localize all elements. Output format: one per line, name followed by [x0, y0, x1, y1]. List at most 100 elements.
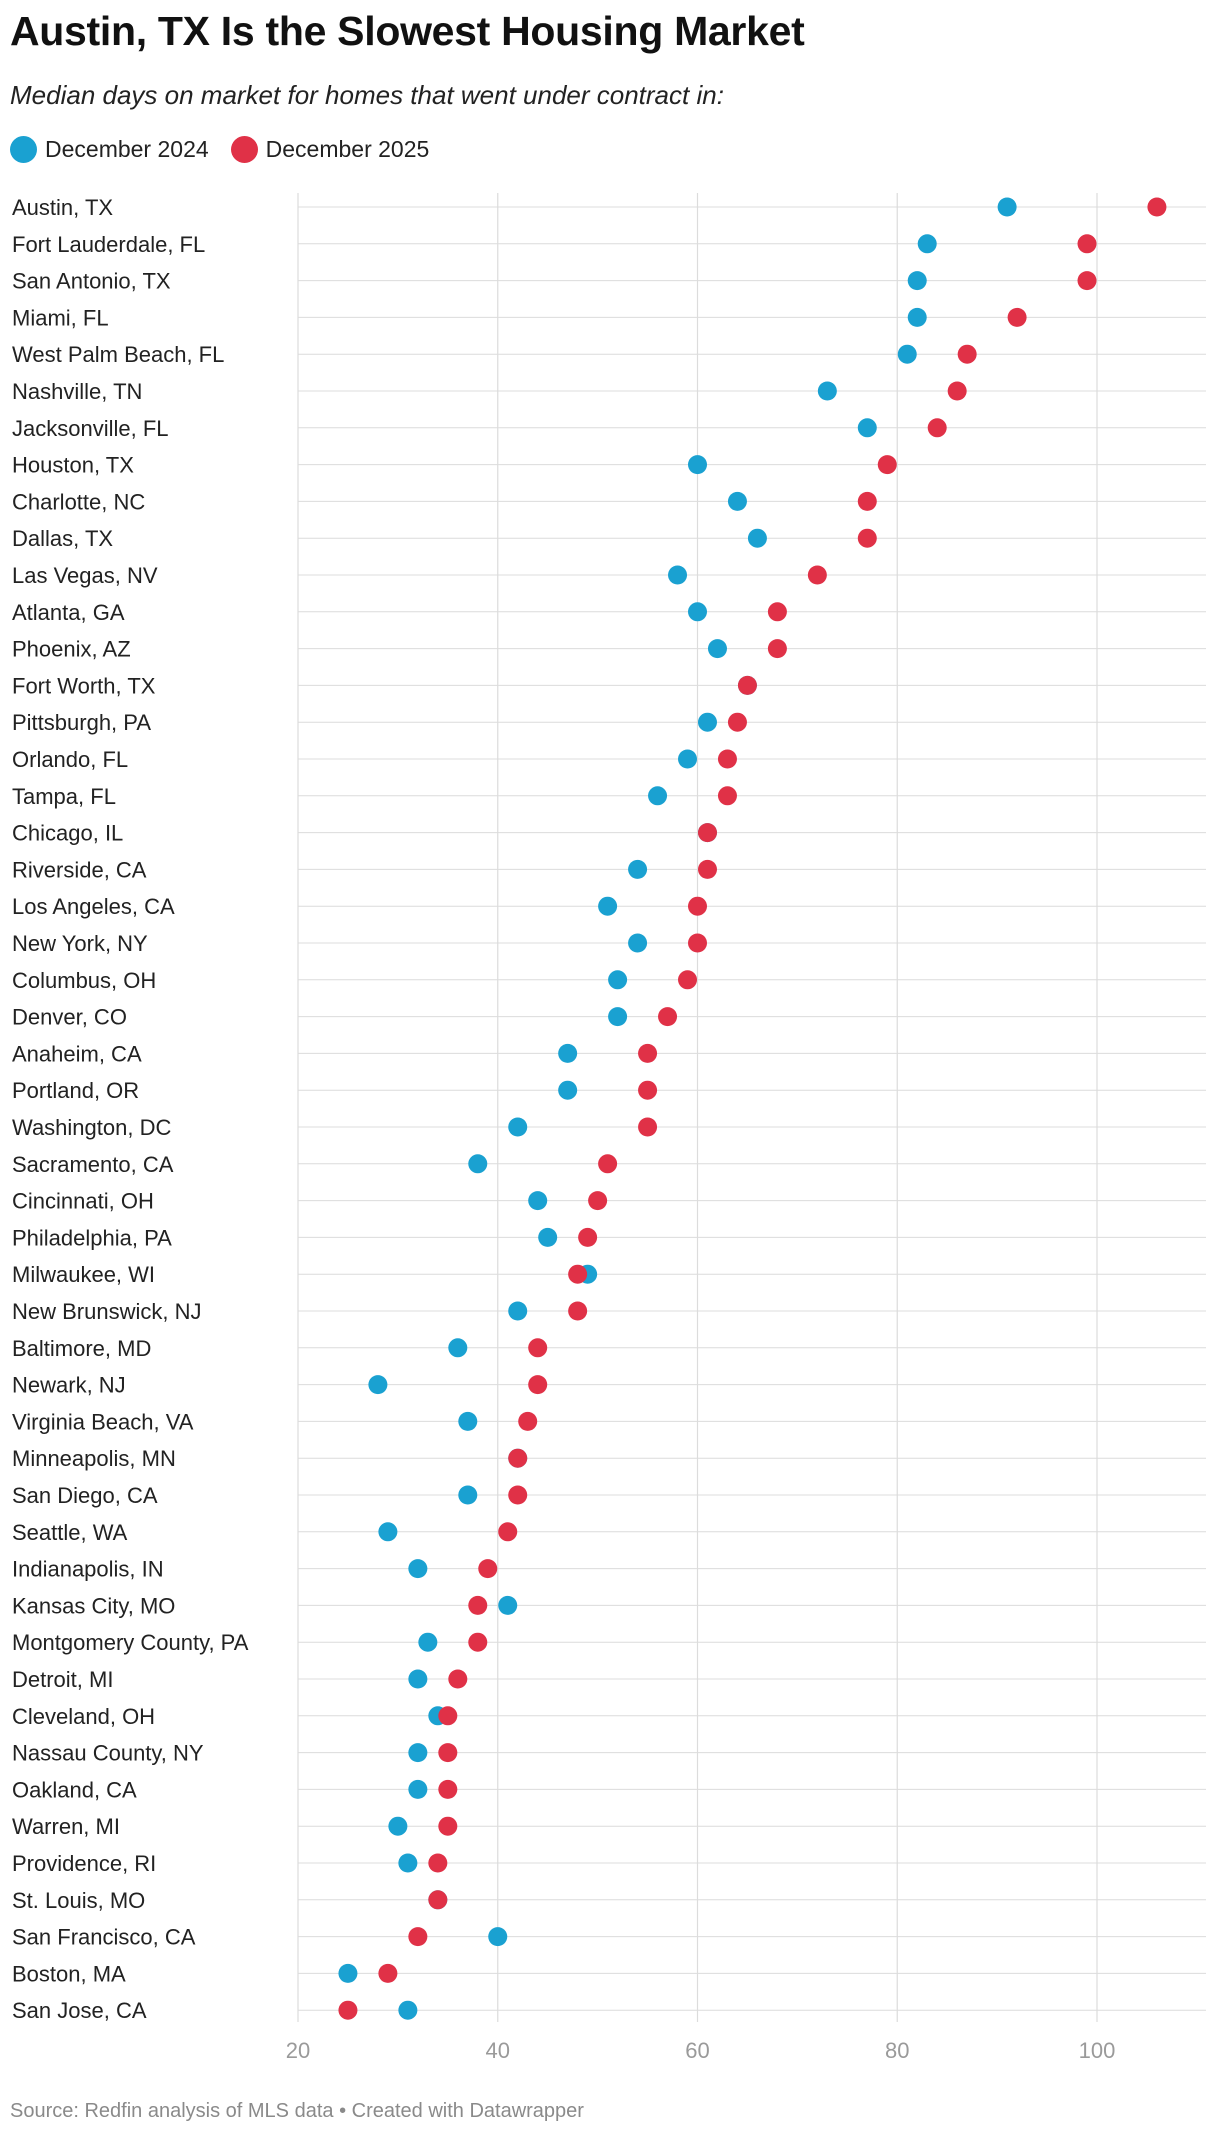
- dot-dec-2025: [468, 1595, 488, 1615]
- dot-dec-2024: [997, 197, 1017, 217]
- dot-dec-2024: [628, 933, 648, 953]
- dot-dec-2025: [378, 1963, 398, 1983]
- dot-dec-2025: [588, 1191, 608, 1211]
- dot-dec-2024: [608, 970, 628, 990]
- dot-dec-2024: [558, 1080, 578, 1100]
- dot-dec-2024: [398, 1853, 418, 1873]
- category-label: San Antonio, TX: [12, 269, 171, 294]
- x-tick-label: 80: [885, 2038, 909, 2063]
- category-label: Pittsburgh, PA: [12, 710, 151, 735]
- category-label: Atlanta, GA: [12, 600, 125, 625]
- dot-dec-2024: [408, 1779, 428, 1799]
- dot-dec-2025: [737, 675, 757, 695]
- category-label: Jacksonville, FL: [12, 416, 169, 441]
- dot-dec-2024: [697, 712, 717, 732]
- dot-dec-2025: [528, 1375, 548, 1395]
- category-label: Minneapolis, MN: [12, 1446, 176, 1471]
- dot-dec-2025: [438, 1816, 458, 1836]
- dot-dec-2024: [508, 1301, 528, 1321]
- category-label: Nassau County, NY: [12, 1741, 204, 1766]
- dot-dec-2024: [608, 1007, 628, 1027]
- dot-dec-2025: [688, 933, 707, 953]
- category-label: Columbus, OH: [12, 968, 156, 993]
- category-label: San Diego, CA: [12, 1483, 158, 1508]
- dot-dec-2025: [578, 1227, 598, 1247]
- legend-label-2024: December 2024: [45, 136, 209, 162]
- dot-dec-2025: [1077, 271, 1097, 291]
- dot-dec-2025: [428, 1890, 448, 1910]
- category-label: Detroit, MI: [12, 1667, 113, 1692]
- category-label: Dallas, TX: [12, 526, 113, 551]
- dot-dec-2024: [448, 1338, 468, 1358]
- category-label: Houston, TX: [12, 453, 134, 478]
- dot-dec-2024: [388, 1816, 408, 1836]
- x-tick-label: 40: [486, 2038, 510, 2063]
- dot-dec-2024: [678, 749, 698, 769]
- dot-dec-2024: [747, 528, 767, 548]
- dot-dec-2025: [1007, 307, 1027, 327]
- dot-plot-chart: 20 40 60 80 100 Austin, TX Fort Lauderdale, FL…: [12, 193, 1206, 2063]
- dot-dec-2024: [817, 381, 837, 401]
- dot-dec-2025: [508, 1448, 528, 1468]
- legend-item-2025: December 2025: [230, 136, 430, 163]
- category-label: Providence, RI: [12, 1851, 156, 1876]
- dot-dec-2025: [717, 786, 737, 806]
- category-label: Baltimore, MD: [12, 1336, 151, 1361]
- x-tick-label: 20: [286, 2038, 310, 2063]
- chart-title: Austin, TX Is the Slowest Housing Market: [10, 8, 805, 54]
- dot-dec-2024: [458, 1411, 478, 1431]
- category-label: San Jose, CA: [12, 1998, 147, 2023]
- dot-dec-2025: [767, 602, 787, 622]
- dot-dec-2025: [438, 1743, 458, 1763]
- dot-dec-2024: [338, 1963, 358, 1983]
- dot-dec-2024: [897, 344, 917, 364]
- category-label: Phoenix, AZ: [12, 637, 131, 662]
- category-label: Nashville, TN: [12, 379, 142, 404]
- dot-dec-2025: [807, 565, 827, 585]
- x-tick-label: 60: [685, 2038, 709, 2063]
- category-label: Washington, DC: [12, 1115, 171, 1140]
- dot-dec-2025: [638, 1043, 658, 1063]
- dot-dec-2024: [628, 859, 648, 879]
- category-label: Sacramento, CA: [12, 1152, 174, 1177]
- dot-dec-2025: [857, 491, 877, 511]
- category-label: Las Vegas, NV: [12, 563, 158, 588]
- legend: December 2024 December 2025: [10, 136, 451, 163]
- category-label: Milwaukee, WI: [12, 1262, 155, 1287]
- category-label: Tampa, FL: [12, 784, 116, 809]
- dot-dec-2024: [707, 639, 727, 659]
- category-label: Oakland, CA: [12, 1777, 137, 1802]
- dot-dec-2025: [598, 1154, 618, 1174]
- dot-dec-2025: [927, 418, 947, 438]
- dot-dec-2025: [468, 1632, 488, 1652]
- dot-dec-2024: [688, 602, 707, 622]
- dot-dec-2025: [877, 455, 897, 475]
- category-label: West Palm Beach, FL: [12, 342, 224, 367]
- dot-dec-2025: [697, 859, 717, 879]
- dot-dec-2024: [378, 1522, 398, 1542]
- dot-dec-2024: [907, 307, 927, 327]
- dot-dec-2025: [408, 1927, 428, 1947]
- dot-dec-2025: [568, 1264, 588, 1284]
- category-label: Austin, TX: [12, 195, 113, 220]
- legend-dot-2024: [10, 136, 37, 163]
- dot-dec-2025: [568, 1301, 588, 1321]
- dot-dec-2025: [678, 970, 698, 990]
- category-label: Riverside, CA: [12, 857, 147, 882]
- legend-dot-2025: [230, 136, 258, 163]
- category-label: Miami, FL: [12, 305, 109, 330]
- dot-dec-2025: [638, 1117, 658, 1137]
- legend-label-2025: December 2025: [265, 136, 430, 162]
- dot-dec-2025: [478, 1559, 498, 1579]
- category-label: New York, NY: [12, 931, 148, 956]
- dot-dec-2024: [907, 271, 927, 291]
- dot-dec-2024: [538, 1227, 558, 1247]
- dot-dec-2024: [418, 1632, 438, 1652]
- category-label: Virginia Beach, VA: [12, 1409, 194, 1434]
- dot-dec-2025: [957, 344, 977, 364]
- dot-dec-2025: [438, 1779, 458, 1799]
- category-label: New Brunswick, NJ: [12, 1299, 201, 1324]
- dot-dec-2024: [368, 1375, 388, 1395]
- category-label: Portland, OR: [12, 1078, 139, 1103]
- category-label: Seattle, WA: [12, 1520, 128, 1545]
